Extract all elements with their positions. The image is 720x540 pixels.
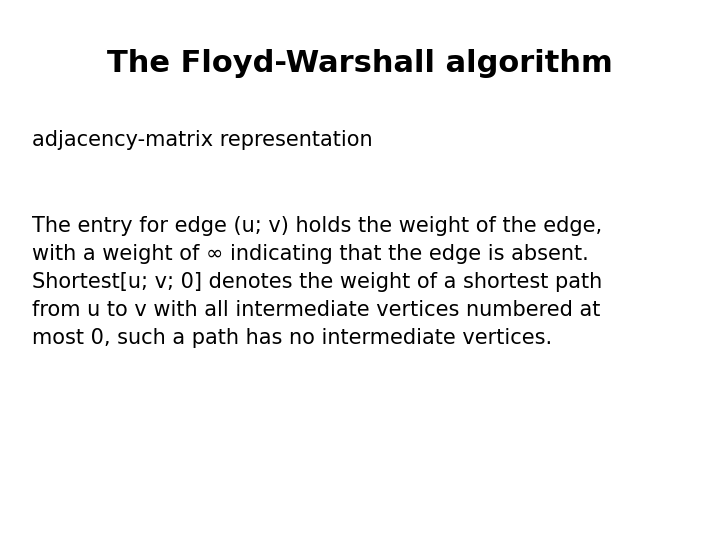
Text: The entry for edge (u; v) holds the weight of the edge,
with a weight of ∞ indic: The entry for edge (u; v) holds the weig… bbox=[32, 216, 603, 348]
Text: The Floyd-Warshall algorithm: The Floyd-Warshall algorithm bbox=[107, 49, 613, 78]
Text: adjacency-matrix representation: adjacency-matrix representation bbox=[32, 130, 373, 150]
